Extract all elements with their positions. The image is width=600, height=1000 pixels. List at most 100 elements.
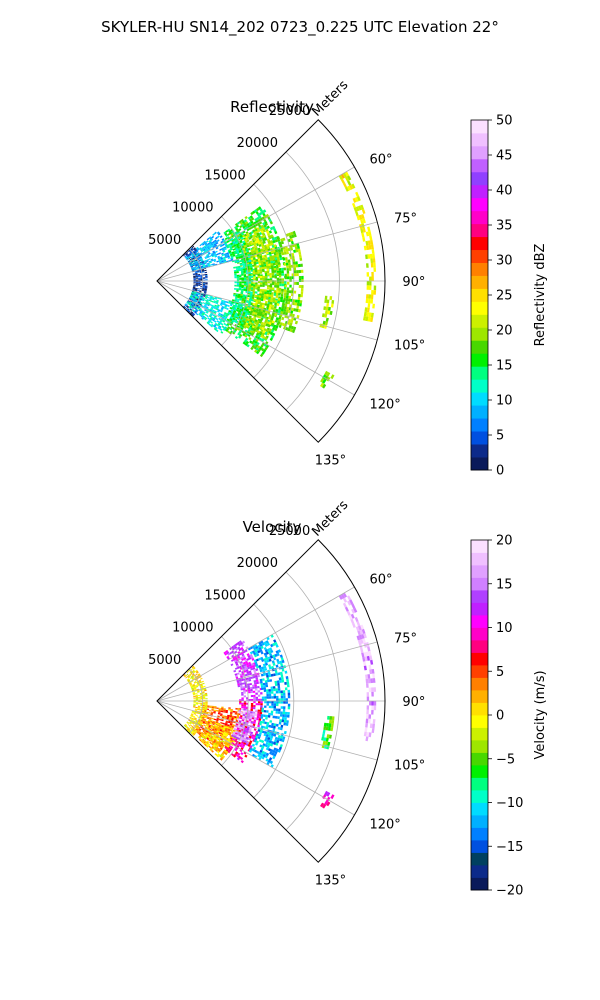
echo-bin [249, 745, 253, 748]
echo-bin [264, 346, 268, 351]
echo-bin [216, 231, 220, 235]
echo-bin [259, 711, 263, 715]
echo-bin [212, 245, 216, 249]
echo-bin [264, 696, 267, 699]
echo-bin [189, 312, 192, 316]
echo-bin [324, 790, 329, 796]
azimuth-spoke [156, 700, 378, 761]
echo-bin [278, 287, 282, 291]
echo-bin [194, 717, 198, 719]
echo-bin [195, 695, 198, 697]
echo-bin [279, 671, 283, 675]
echo-bin [278, 746, 282, 751]
echo-bin [198, 674, 201, 677]
echo-bin [264, 247, 268, 250]
echo-bin [221, 756, 224, 760]
echo-bin [365, 254, 368, 260]
echo-bin [215, 726, 218, 729]
echo-bin [347, 600, 352, 606]
echo-bin [201, 731, 205, 735]
echo-bin [210, 312, 213, 316]
echo-bin [208, 248, 211, 251]
echo-bin [197, 289, 200, 292]
echo-bin [243, 701, 247, 703]
echo-bin [225, 314, 229, 317]
echo-bin [213, 735, 217, 738]
echo-bin [197, 306, 201, 309]
echo-bin [224, 743, 228, 747]
echo-bin [254, 675, 258, 678]
echo-bin [273, 267, 277, 271]
echo-bin [260, 230, 264, 234]
echo-bin [240, 715, 243, 718]
echo-bin [237, 265, 241, 268]
echo-bin [285, 327, 289, 331]
echo-bin [233, 669, 237, 673]
echo-bin [250, 676, 254, 679]
echo-bin [372, 719, 376, 724]
echo-bin [194, 681, 197, 684]
echo-bin [188, 253, 192, 256]
echo-bin [204, 261, 207, 263]
echo-bin [190, 724, 193, 727]
echo-bin [271, 275, 275, 278]
echo-bin [191, 676, 194, 679]
echo-bin [258, 698, 261, 701]
echo-bin [211, 298, 215, 301]
echo-bin [214, 737, 218, 741]
echo-bin [221, 736, 224, 739]
echo-bin [192, 716, 195, 718]
echo-bin [368, 244, 372, 250]
echo-bin [366, 655, 370, 661]
echo-bin [190, 266, 194, 268]
echo-bin [196, 688, 200, 691]
colorbar-swatch [471, 314, 488, 328]
echo-bin [254, 209, 258, 213]
echo-bin [244, 665, 248, 669]
echo-bin [187, 308, 190, 311]
echo-bin [203, 260, 207, 262]
echo-bin [268, 263, 271, 267]
echo-bin [196, 671, 199, 674]
echo-bin [204, 708, 208, 710]
echo-bin [240, 236, 244, 240]
echo-bin [370, 678, 374, 684]
echo-bin [222, 715, 225, 718]
echo-bin [284, 714, 288, 718]
echo-bin [266, 703, 269, 706]
echo-bin [366, 696, 370, 701]
echo-bin [254, 349, 258, 353]
echo-bin [255, 278, 258, 281]
echo-bin [227, 714, 230, 717]
echo-bin [249, 683, 252, 686]
echo-bin [219, 235, 223, 239]
echo-bin [223, 246, 227, 249]
echo-bin [195, 692, 198, 694]
echo-bin [192, 685, 196, 687]
echo-bin [209, 298, 212, 301]
echo-bin [274, 313, 277, 317]
echo-bin [253, 705, 256, 708]
echo-bin [237, 254, 241, 258]
echo-bin [268, 705, 272, 709]
echo-bin [222, 239, 226, 243]
echo-bin [236, 718, 240, 721]
echo-bin [190, 311, 194, 314]
echo-bin [234, 298, 238, 301]
echo-bin [276, 698, 279, 701]
radial-tick-label: 5000 [148, 233, 181, 248]
echo-bin [249, 686, 253, 690]
echo-bin [226, 730, 230, 733]
echo-bin [259, 208, 263, 212]
echo-bin [260, 725, 264, 729]
echo-bin [237, 731, 241, 735]
echo-bin [197, 705, 201, 707]
echo-bin [225, 709, 229, 712]
echo-bin [265, 672, 269, 676]
colorbar-swatch [471, 865, 488, 878]
echo-bin [189, 305, 192, 308]
echo-bin [255, 282, 258, 285]
echo-bin [197, 302, 200, 305]
echo-bin [253, 231, 257, 235]
echo-bin [255, 211, 259, 215]
